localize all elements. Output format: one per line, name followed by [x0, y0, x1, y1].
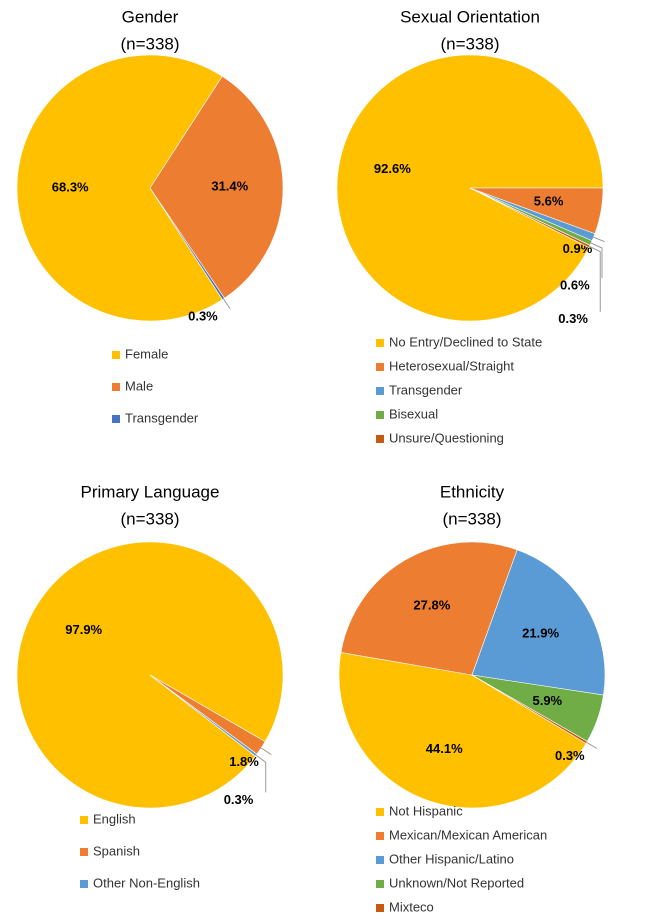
leader-line [589, 245, 601, 312]
chart-subtitle: (n=338) [120, 509, 179, 528]
pie-slice [471, 674, 588, 744]
legend-swatch [112, 351, 120, 359]
legend-label: No Entry/Declined to State [389, 334, 542, 349]
pie-slice [471, 549, 606, 696]
legend-swatch [112, 383, 120, 391]
legend-label: Mexican/Mexican American [389, 827, 547, 842]
legend-swatch [112, 415, 120, 423]
legend-swatch [376, 904, 384, 912]
chart-title: Sexual Orientation [400, 7, 540, 26]
leader-line [255, 754, 267, 793]
legend-label: Other Hispanic/Latino [389, 851, 514, 866]
chart-title: Ethnicity [440, 482, 505, 501]
legend-label: Not Hispanic [389, 803, 463, 818]
legend-swatch [376, 832, 384, 840]
legend-label: Transgender [389, 382, 463, 397]
legend-label: Other Non-English [93, 875, 200, 890]
pie-slice [338, 652, 587, 809]
legend-label: English [93, 811, 136, 826]
data-label: 0.3% [558, 311, 588, 326]
leader-line [260, 747, 272, 755]
legend-swatch [376, 339, 384, 347]
leader-line [593, 236, 605, 243]
legend-label: Male [125, 378, 153, 393]
legend-swatch [80, 816, 88, 824]
legend-swatch [80, 880, 88, 888]
data-label: 0.3% [188, 308, 218, 323]
chart-subtitle: (n=338) [442, 509, 501, 528]
legend-swatch [376, 435, 384, 443]
legend-label: Unsure/Questioning [389, 430, 504, 445]
legend-swatch [376, 363, 384, 371]
data-label: 27.8% [413, 597, 450, 612]
chart-title: Primary Language [81, 482, 220, 501]
data-label: 5.9% [532, 693, 562, 708]
data-label: 44.1% [426, 741, 463, 756]
legend-swatch [376, 856, 384, 864]
legend-label: Bisexual [389, 406, 438, 421]
pie-slice [149, 75, 284, 299]
chart-title: Gender [122, 7, 179, 26]
data-label: 1.8% [229, 754, 259, 769]
legend-swatch [376, 411, 384, 419]
chart-subtitle: (n=338) [440, 34, 499, 53]
pie-slice [340, 541, 518, 676]
data-label: 21.9% [522, 626, 559, 641]
leader-line [590, 242, 603, 278]
data-label: 92.6% [374, 161, 411, 176]
legend-swatch [376, 880, 384, 888]
legend-label: Spanish [93, 843, 140, 858]
data-label: 0.6% [560, 277, 590, 292]
legend-swatch [80, 848, 88, 856]
legend-label: Mixteco [389, 899, 434, 914]
pie-slice [16, 54, 223, 322]
legend-label: Female [125, 346, 168, 361]
legend-swatch [376, 808, 384, 816]
leader-line [586, 741, 598, 749]
data-label: 31.4% [211, 179, 248, 194]
pie-slice [469, 187, 591, 248]
data-label: 68.3% [52, 180, 89, 195]
legend-swatch [376, 387, 384, 395]
data-label: 0.3% [224, 792, 254, 807]
data-label: 97.9% [65, 622, 102, 637]
data-label: 0.3% [555, 748, 585, 763]
chart-subtitle: (n=338) [120, 34, 179, 53]
data-label: 5.6% [534, 193, 564, 208]
leader-line [223, 298, 231, 310]
legend-label: Heterosexual/Straight [389, 358, 514, 373]
legend-label: Unknown/Not Reported [389, 875, 524, 890]
legend-label: Transgender [125, 410, 199, 425]
